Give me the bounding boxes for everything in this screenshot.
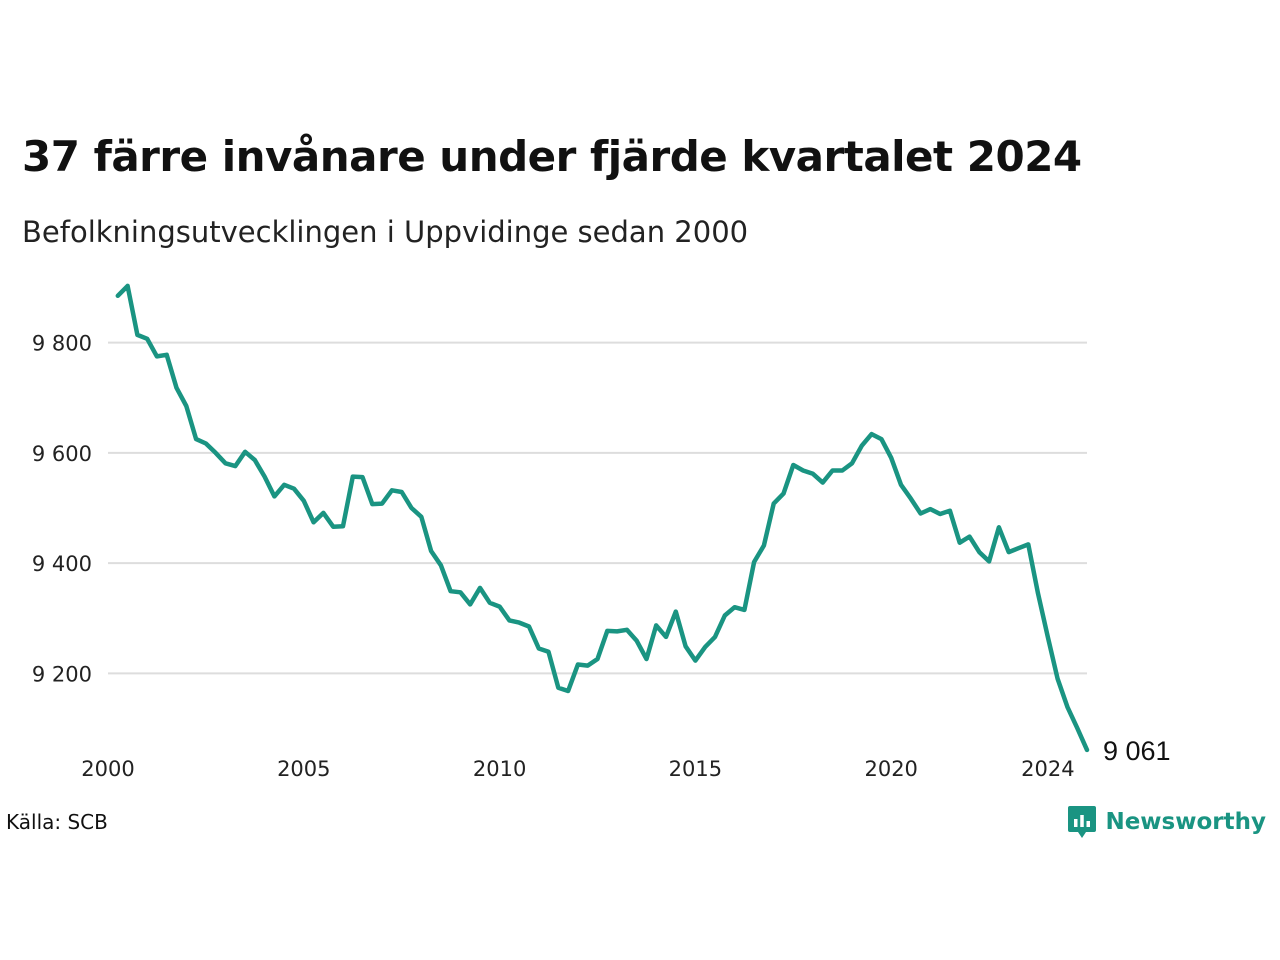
source-note: Källa: SCB (6, 810, 108, 834)
x-axis-ticks: 2000 2005 2010 2015 2020 2024 (81, 757, 1074, 781)
logo-bar-1 (1074, 819, 1078, 827)
chart-subtitle: Befolkningsutvecklingen i Uppvidinge sed… (22, 215, 749, 249)
y-tick-label: 9 800 (32, 332, 92, 356)
y-tick-label: 9 400 (32, 552, 92, 576)
logo-bar-2 (1080, 815, 1085, 827)
x-tick-label: 2010 (473, 757, 526, 781)
y-axis-ticks: 9 200 9 400 9 600 9 800 (32, 332, 92, 687)
series-layer (115, 283, 1090, 753)
brand-name: Newsworthy (1105, 809, 1266, 835)
brand-logo: Newsworthy (1067, 804, 1266, 840)
y-tick-label: 9 600 (32, 442, 92, 466)
grid-lines (108, 341, 1087, 675)
newsworthy-logo-icon (1068, 806, 1097, 838)
end-label-layer: 9 061 (1103, 736, 1171, 766)
x-tick-label: 2000 (81, 757, 134, 781)
x-tick-label: 2005 (277, 757, 330, 781)
logo-bar-3 (1086, 821, 1091, 827)
y-tick-label: 9 200 (32, 662, 92, 686)
x-tick-label: 2024 (1021, 757, 1074, 781)
chart-title: 37 färre invånare under fjärde kvartalet… (22, 132, 1082, 181)
x-tick-label: 2015 (669, 757, 722, 781)
x-tick-label: 2020 (864, 757, 917, 781)
series-line (115, 283, 1090, 753)
end-value-label: 9 061 (1103, 736, 1171, 766)
